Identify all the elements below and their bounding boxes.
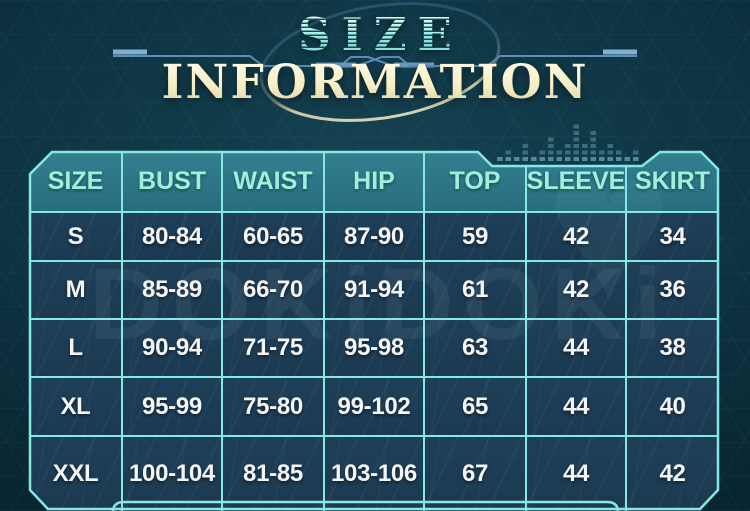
- cell-m-bust: 85-89: [123, 262, 221, 318]
- cell-m-hip: 91-94: [325, 262, 423, 318]
- cell-l-skirt: 38: [627, 320, 718, 376]
- cell-xxl-sleeve: 44: [527, 437, 625, 511]
- cell-xxl-waist: 81-85: [223, 437, 323, 511]
- cell-s-top: 59: [425, 213, 525, 260]
- cell-xl-bust: 95-99: [123, 378, 221, 435]
- cell-xl-skirt: 40: [627, 378, 718, 435]
- title-line-size: SIZE: [298, 8, 463, 61]
- cell-xl-hip: 99-102: [325, 378, 423, 435]
- row-label-m: M: [30, 262, 121, 318]
- size-table: SIZE BUST WAIST HIP TOP SLEEVE SKIRT S 80-84 60-6…: [30, 152, 718, 511]
- cell-xl-sleeve: 44: [527, 378, 625, 435]
- cell-l-sleeve: 44: [527, 320, 625, 376]
- cell-xl-waist: 75-80: [223, 378, 323, 435]
- cell-xxl-top: 67: [425, 437, 525, 511]
- cell-m-skirt: 36: [627, 262, 718, 318]
- cell-s-hip: 87-90: [325, 213, 423, 260]
- title-block: SIZE INFORMATION: [0, 12, 750, 108]
- header-waist: WAIST: [223, 152, 323, 211]
- row-label-xxl: XXL: [30, 437, 121, 511]
- cell-xxl-hip: 103-106: [325, 437, 423, 511]
- header-bust: BUST: [123, 152, 221, 211]
- cell-l-bust: 90-94: [123, 320, 221, 376]
- title-line-information: INFORMATION: [161, 55, 589, 110]
- cell-l-waist: 71-75: [223, 320, 323, 376]
- cell-s-sleeve: 42: [527, 213, 625, 260]
- cell-l-top: 63: [425, 320, 525, 376]
- cell-m-waist: 66-70: [223, 262, 323, 318]
- cell-s-bust: 80-84: [123, 213, 221, 260]
- cell-m-sleeve: 42: [527, 262, 625, 318]
- cell-l-hip: 95-98: [325, 320, 423, 376]
- row-label-xl: XL: [30, 378, 121, 435]
- header-size: SIZE: [30, 152, 121, 211]
- cell-xxl-skirt: 42: [627, 437, 718, 511]
- row-label-s: S: [30, 213, 121, 260]
- row-label-l: L: [30, 320, 121, 376]
- cell-xl-top: 65: [425, 378, 525, 435]
- cell-s-waist: 60-65: [223, 213, 323, 260]
- cell-s-skirt: 34: [627, 213, 718, 260]
- cell-m-top: 61: [425, 262, 525, 318]
- header-hip: HIP: [325, 152, 423, 211]
- cell-xxl-bust: 100-104: [123, 437, 221, 511]
